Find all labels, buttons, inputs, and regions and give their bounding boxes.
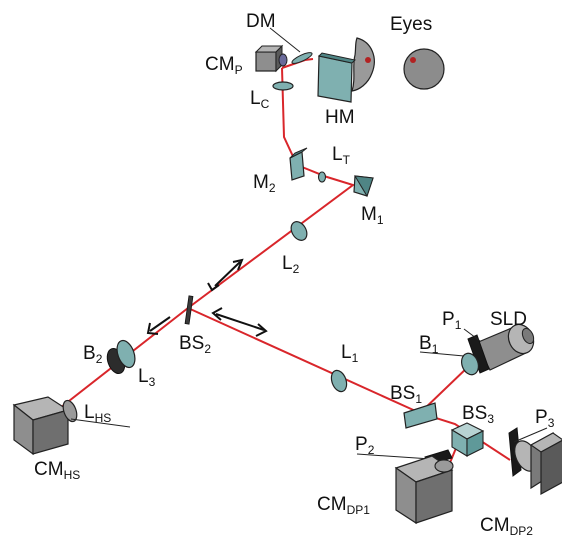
eye-left-icon — [351, 37, 375, 92]
lens-l3 — [116, 339, 136, 369]
label-lhs: LHS — [84, 402, 111, 425]
label-p1: P1 — [442, 309, 462, 332]
p1-leader — [463, 328, 481, 342]
beamsplitter-bs2 — [184, 295, 194, 325]
dm-leader — [269, 27, 301, 53]
arrow-down-right — [215, 313, 265, 331]
aperture-b1 — [460, 352, 480, 376]
label-b2: B2 — [83, 343, 103, 366]
label-l3: L3 — [138, 366, 156, 389]
arrow-down-left — [149, 316, 171, 332]
label-l2: L2 — [282, 253, 300, 276]
beamsplitter-bs1 — [403, 402, 438, 429]
label-b1: B1 — [419, 333, 439, 356]
label-cmdp1: CMDP1 — [317, 494, 370, 517]
hot-mirror — [317, 55, 353, 103]
p2-leader — [356, 453, 432, 460]
camera-cmhs — [12, 396, 78, 456]
deformable-mirror — [291, 52, 313, 64]
beam-main — [59, 67, 356, 409]
eye-right-icon — [403, 48, 445, 90]
lens-l2 — [290, 221, 308, 241]
b1-leader — [419, 351, 465, 357]
p3-leader — [513, 427, 548, 443]
camera-cmp — [254, 44, 288, 73]
label-l1: L1 — [341, 342, 359, 365]
label-dm: DM — [246, 11, 276, 32]
label-cmdp2: CMDP2 — [480, 515, 533, 538]
label-lt: LT — [332, 144, 351, 167]
eyes-icon — [351, 37, 445, 92]
lens-l1 — [330, 369, 348, 393]
beamsplitter-bs3 — [450, 422, 485, 457]
label-p2: P2 — [355, 434, 375, 457]
label-cmhs: CMHS — [34, 459, 80, 482]
lhs-leader — [70, 418, 131, 428]
lens-lc — [272, 81, 294, 91]
double-arrows — [146, 258, 268, 337]
lens-lhs — [62, 399, 78, 423]
label-lc: LC — [250, 88, 270, 111]
label-bs3: BS3 — [462, 403, 494, 426]
camera-cmdp1 — [394, 455, 454, 525]
label-m2: M2 — [253, 172, 276, 195]
labels: DM Eyes CMP LC HM LT M2 M1 L2 BS2 B2 L3 … — [34, 11, 555, 538]
label-bs1: BS1 — [390, 383, 422, 406]
lens-lt — [317, 171, 327, 183]
label-eyes: Eyes — [390, 14, 432, 35]
camera-cmdp2 — [514, 431, 562, 496]
label-p3: P3 — [535, 407, 555, 430]
arrow-up-right — [214, 261, 241, 287]
label-sld: SLD — [490, 309, 527, 330]
label-hm: HM — [325, 107, 355, 128]
label-m1: M1 — [361, 204, 384, 227]
label-bs2: BS2 — [179, 333, 211, 356]
label-cmp: CMP — [205, 54, 243, 77]
sld-source — [460, 323, 535, 376]
